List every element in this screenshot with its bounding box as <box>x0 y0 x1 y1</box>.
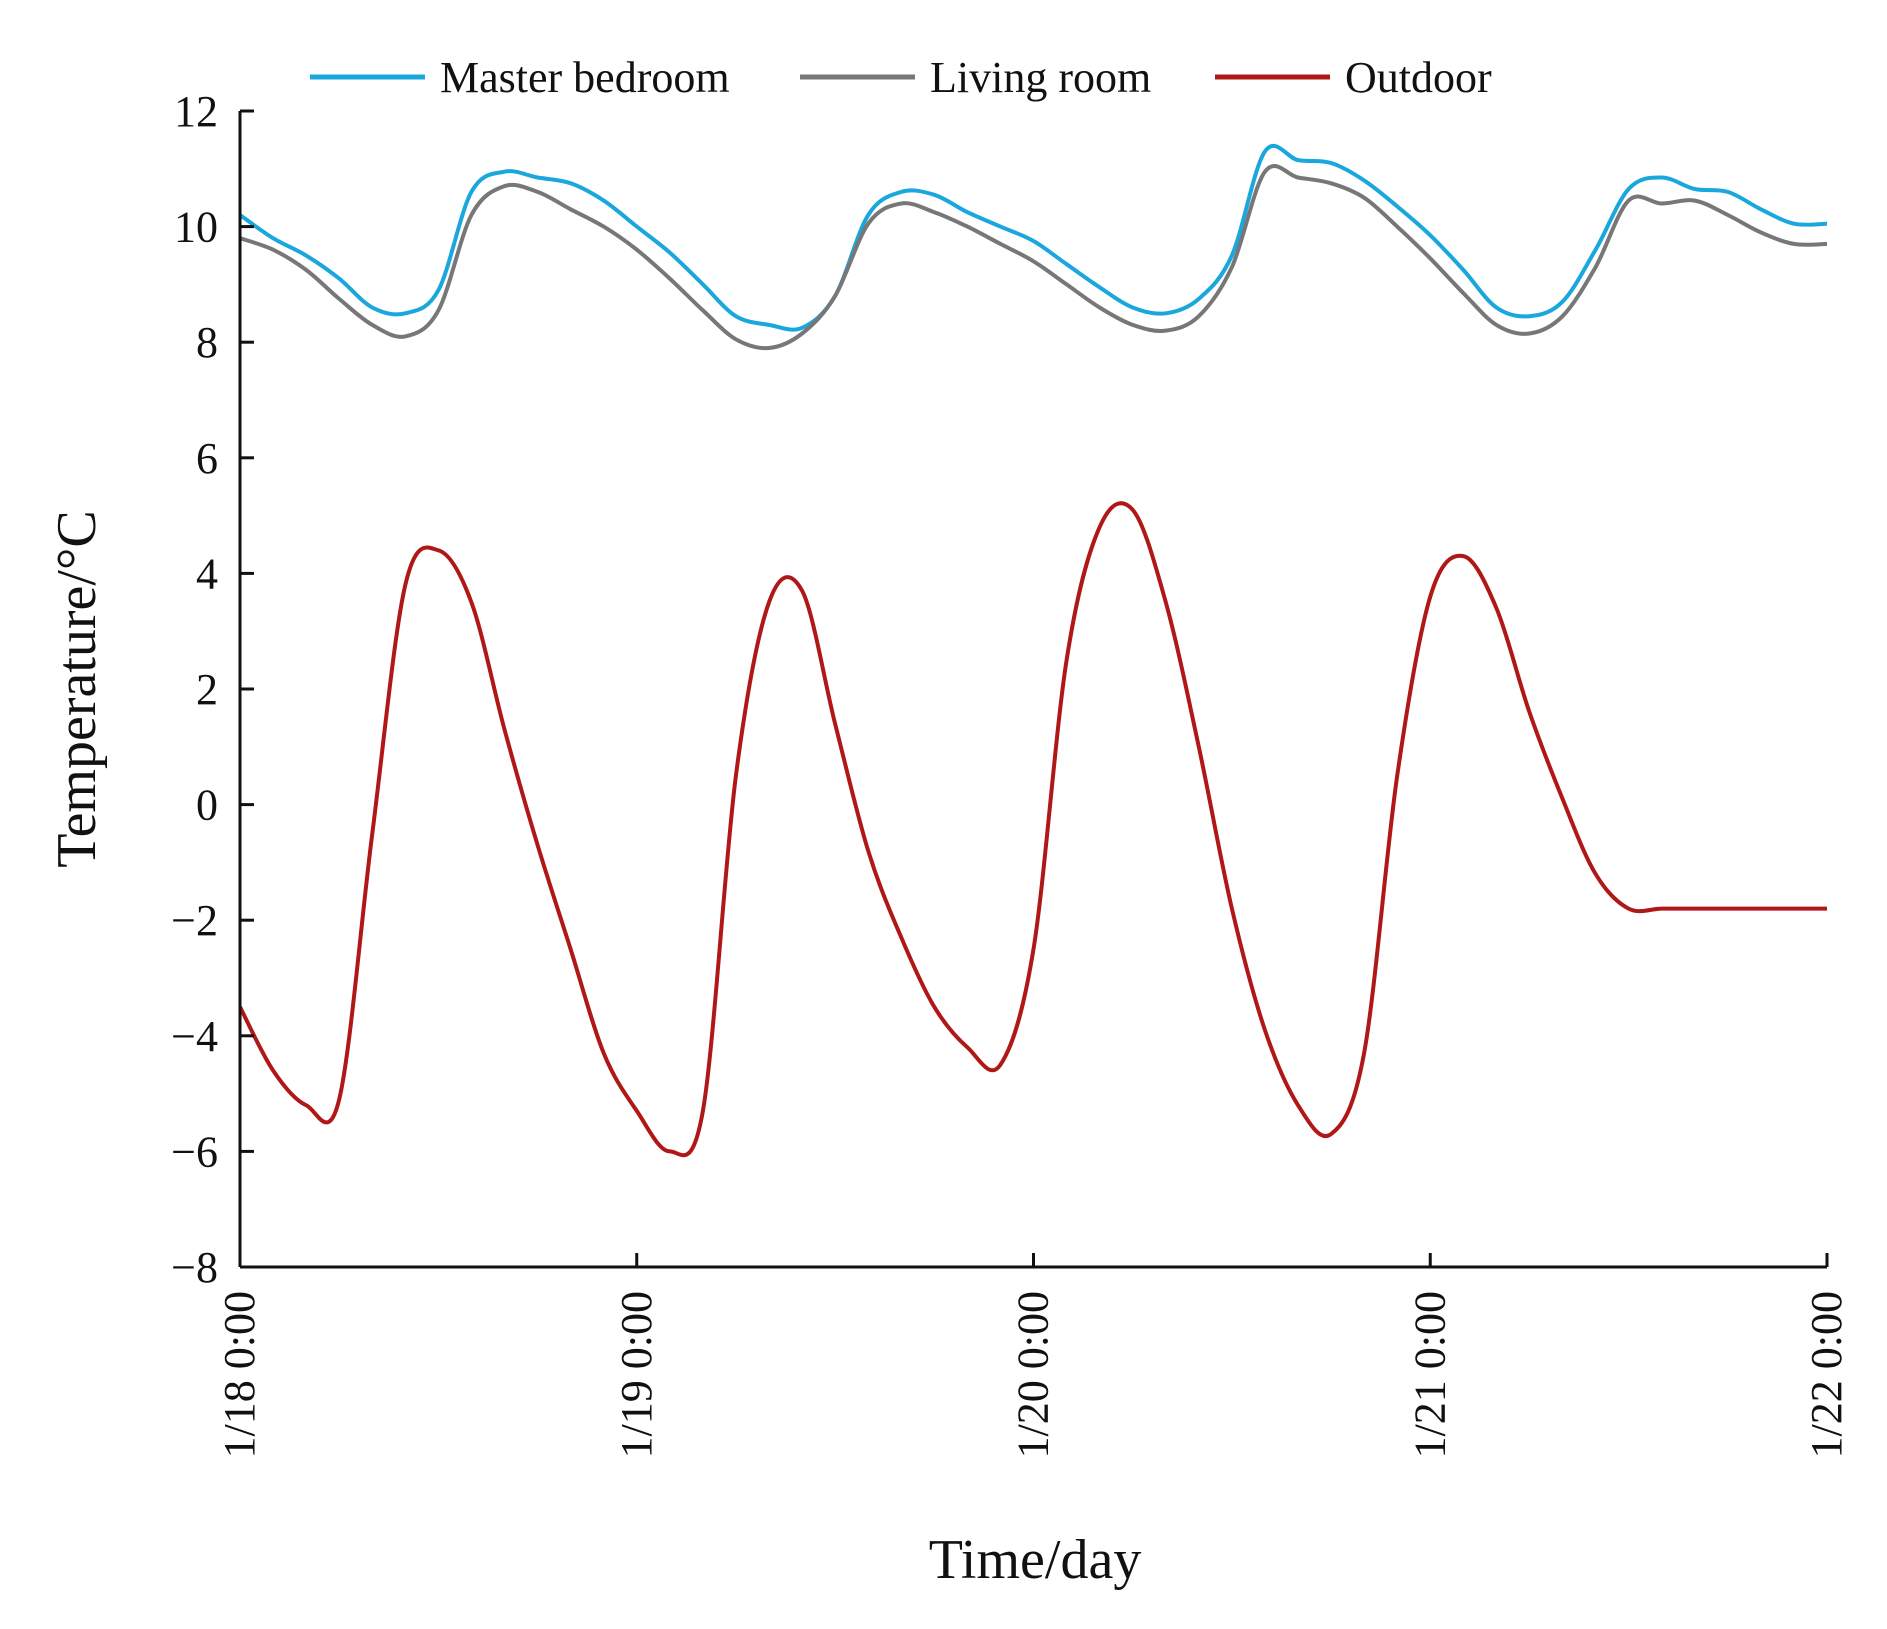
legend-label-outdoor: Outdoor <box>1345 53 1492 102</box>
series-layer <box>238 143 1828 1158</box>
x-tick-label: 1/18 0:00 <box>215 1291 264 1458</box>
x-ticks: 1/18 0:00 1/19 0:00 1/20 0:00 1/21 0:00 1/22… <box>215 1253 1851 1458</box>
series-line-outdoor <box>238 501 1827 1158</box>
y-tick-label: −4 <box>171 1012 218 1061</box>
y-tick-label: −2 <box>171 896 218 945</box>
y-tick-label: 0 <box>196 781 218 830</box>
y-axis-title: Temperature/°C <box>46 510 108 867</box>
x-tick-label: 1/22 0:00 <box>1802 1291 1851 1458</box>
y-tick-label: 8 <box>196 318 218 367</box>
x-tick-label: 1/19 0:00 <box>612 1291 661 1458</box>
y-tick-label: −8 <box>171 1243 218 1292</box>
y-ticks: −8 −6 −4 −2 0 2 4 6 8 10 12 <box>171 87 254 1292</box>
y-tick-label: −6 <box>171 1127 218 1176</box>
x-axis-title: Time/day <box>929 1529 1142 1591</box>
x-tick-label: 1/20 0:00 <box>1009 1291 1058 1458</box>
series-line-living-room <box>239 164 1828 351</box>
y-tick-label: 2 <box>196 665 218 714</box>
y-tick-label: 4 <box>196 549 218 598</box>
y-tick-label: 12 <box>174 87 218 136</box>
axes <box>238 111 1827 1269</box>
y-tick-label: 10 <box>174 203 218 252</box>
series-line-master-bedroom <box>238 143 1828 332</box>
legend-label-living-room: Living room <box>930 53 1151 102</box>
x-tick-label: 1/21 0:00 <box>1405 1291 1454 1458</box>
y-tick-label: 6 <box>196 434 218 483</box>
legend: Master bedroom Living room Outdoor <box>310 53 1492 102</box>
legend-label-master-bedroom: Master bedroom <box>440 53 730 102</box>
